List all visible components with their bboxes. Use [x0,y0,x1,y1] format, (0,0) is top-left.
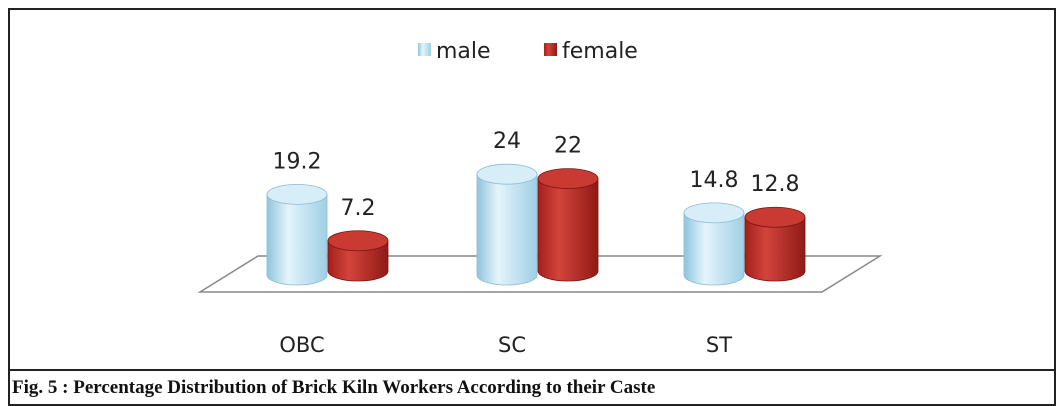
data-label: 12.8 [751,172,800,197]
legend-swatch [418,43,431,56]
cylinder-top [327,230,389,252]
cylinder [683,212,745,286]
frame [8,8,1056,406]
cylinder [537,178,599,282]
legend-label: male [436,39,491,64]
caption: Fig. 5 : Percentage Distribution of Bric… [12,377,655,398]
cylinder [327,240,389,282]
x-tick-label: SC [498,333,526,357]
cylinder [476,173,538,286]
data-label: 7.2 [341,196,376,221]
cylinder-top [744,206,806,228]
cylinder [266,193,328,286]
x-tick-label: ST [706,333,732,357]
data-label: 22 [554,134,582,159]
data-label: 19.2 [273,149,322,174]
data-label: 24 [493,129,521,154]
cylinder-top [537,168,599,190]
cylinder [744,216,806,282]
x-tick-label: OBC [279,333,324,357]
cylinder-top [683,202,745,224]
legend-swatch [544,43,557,56]
cylinder-top [476,163,538,185]
legend-label: female [562,39,638,64]
data-label: 14.8 [690,168,739,193]
cylinder-top [266,183,328,205]
